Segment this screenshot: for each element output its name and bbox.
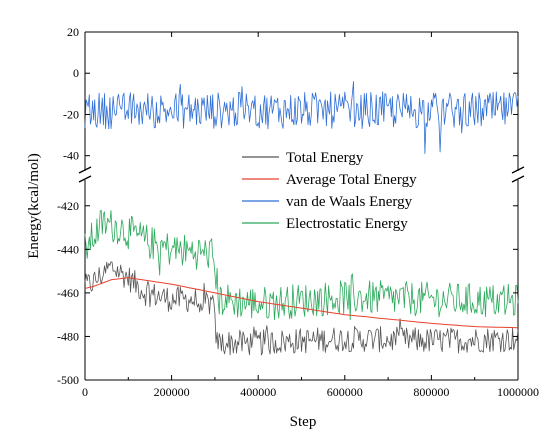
axes-layer: 0 200000 400000 600000 800000 1000000 20 0 -20 -4… [57,25,539,399]
y-tick-label-lower: -460 [57,286,79,300]
series-line-2 [84,81,519,154]
y-tick-label-lower: -500 [57,373,79,387]
y-axis-label: Energy(kcal/mol) [26,153,42,259]
legend-label: van de Waals Energy [286,194,413,210]
axis-break-mark-right-2 [511,175,525,183]
y-tick-label-upper: -40 [63,149,79,163]
axis-break-mark-left-1 [78,166,92,174]
y-tick-label-upper: -20 [63,107,79,121]
y-tick-label-upper: 0 [73,66,79,80]
series-layer [84,81,519,356]
x-tick-label: 800000 [413,385,449,399]
x-tick-label: 1000000 [497,385,539,399]
y-tick-label-lower: -440 [57,242,79,256]
y-tick-label-upper: 20 [67,25,79,39]
legend-label: Electrostatic Energy [286,216,408,232]
series-line-3 [84,209,519,321]
y-tick-label-lower: -420 [57,199,79,213]
legend-label: Total Energy [286,150,364,166]
x-tick-label: 200000 [154,385,190,399]
series-line-1 [84,277,519,329]
axis-break-mark-right-1 [511,166,525,174]
x-tick-label: 400000 [240,385,276,399]
legend: Total Energy Average Total Energy van de W… [242,150,417,232]
x-tick-label: 0 [82,385,88,399]
series-line-0 [84,261,519,356]
plot-frame [78,31,525,381]
x-tick-label: 600000 [327,385,363,399]
y-tick-label-lower: -480 [57,329,79,343]
x-axis-label: Step [290,414,317,430]
legend-label: Average Total Energy [286,172,417,188]
axis-break-mark-left-2 [78,175,92,183]
